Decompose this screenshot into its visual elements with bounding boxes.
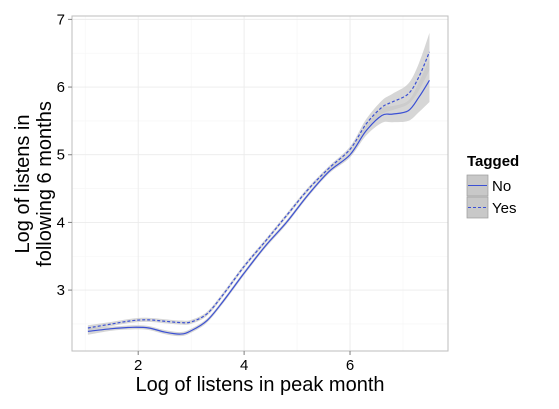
x-tick-label: 2: [134, 357, 142, 374]
y-tick-label: 4: [57, 214, 65, 231]
legend-label-yes: Yes: [492, 200, 516, 217]
legend: Tagged No Yes: [466, 153, 519, 219]
legend-key-yes: [466, 196, 489, 219]
legend-title: Tagged: [467, 153, 519, 170]
series-line-yes: [87, 51, 431, 329]
y-tick-label: 6: [57, 79, 65, 96]
grid: [72, 16, 448, 351]
series-line-no: [87, 79, 430, 335]
y-tick-label: 7: [57, 11, 65, 28]
plot-panel-border: [71, 15, 449, 352]
legend-label-no: No: [492, 178, 511, 195]
x-tick-label: 4: [240, 357, 248, 374]
y-tick-label: 3: [57, 282, 65, 299]
x-tick-label: 6: [346, 357, 354, 374]
ticks: 2 4 6 3 4 5 6 7: [57, 11, 355, 374]
y-tick-label: 5: [57, 147, 65, 164]
plot-panel: [72, 16, 448, 351]
y-axis-title-line-1: Log of listens in: [12, 115, 34, 254]
x-axis-title: Log of listens in peak month: [135, 374, 384, 396]
series-lines: [87, 51, 431, 335]
y-axis-title-line-2: following 6 months: [34, 101, 56, 267]
